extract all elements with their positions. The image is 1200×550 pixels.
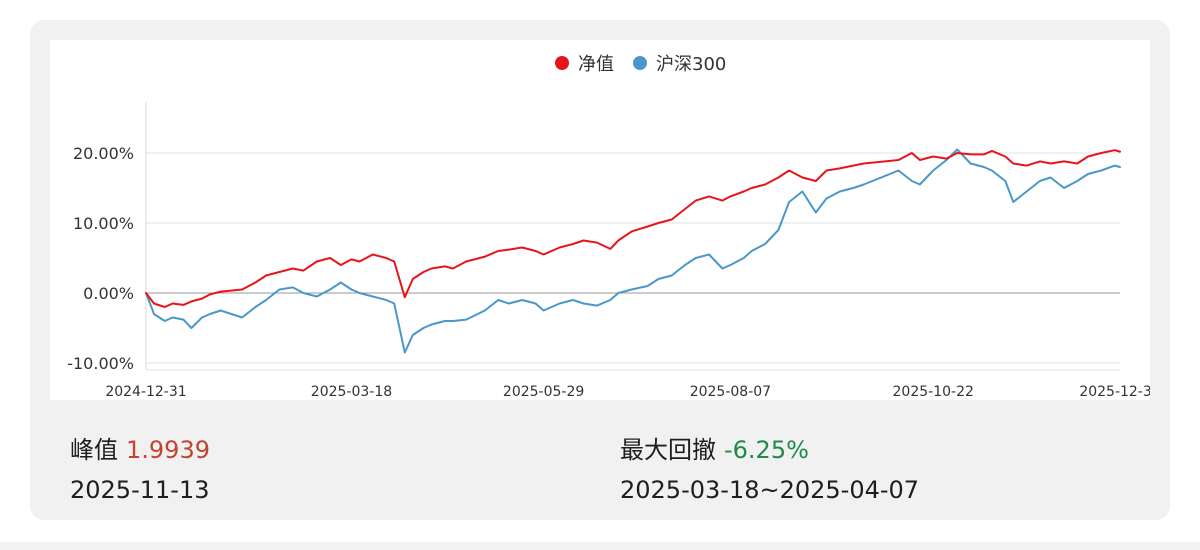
y-tick-label: 20.00% [73,144,134,163]
legend-benchmark-marker [633,56,647,70]
peak-date: 2025-11-13 [70,476,210,504]
x-tick-label: 2025-03-18 [311,384,392,400]
x-tick-label: 2025-10-22 [893,384,974,400]
peak-label: 峰值 [70,436,118,464]
y-tick-label: -10.00% [67,354,134,373]
y-tick-label: 10.00% [73,214,134,233]
x-tick-label: 2025-08-07 [690,384,771,400]
drawdown-label: 最大回撤 [620,436,716,464]
peak-stat: 峰值 1.9939 [70,430,210,465]
x-tick-label: 2024-12-31 [105,384,186,400]
peak-value: 1.9939 [126,436,210,464]
performance-chart: 20.00% 10.00% 0.00% -10.00% 2024-12-31 2025-0… [50,40,1150,400]
legend-nav-marker [555,56,569,70]
bottom-strip [0,542,1200,550]
performance-card: 20.00% 10.00% 0.00% -10.00% 2024-12-31 2025-0… [30,20,1170,520]
legend-nav-label: 净值 [578,54,614,75]
x-tick-label: 2025-05-29 [503,384,584,400]
drawdown-stat: 最大回撤 -6.25% [620,430,809,465]
series-line-nav [145,149,1121,308]
x-tick-label: 2025-12-31 [1079,384,1150,400]
drawdown-period: 2025-03-18~2025-04-07 [620,476,920,504]
series-line-benchmark [145,148,1121,354]
chart-svg: 20.00% 10.00% 0.00% -10.00% 2024-12-31 2025-0… [67,54,1150,400]
legend-benchmark-label: 沪深300 [656,54,726,75]
y-tick-label: 0.00% [83,284,134,303]
drawdown-value: -6.25% [724,436,809,464]
